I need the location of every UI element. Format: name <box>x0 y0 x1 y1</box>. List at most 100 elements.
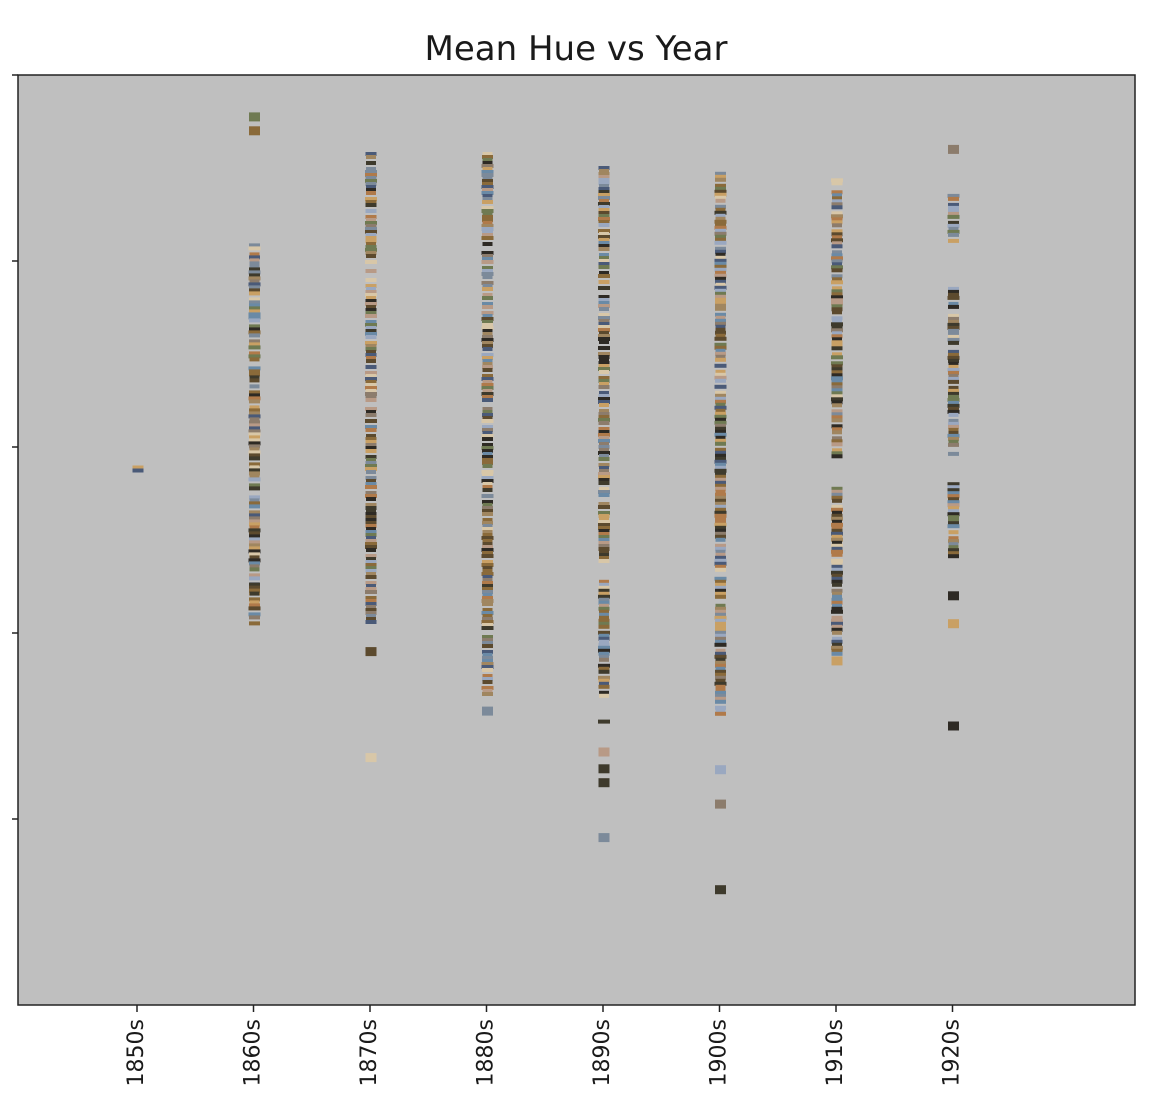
thumbnail-marker <box>599 370 609 374</box>
thumbnail-marker <box>598 175 610 179</box>
thumbnail-marker <box>365 293 377 297</box>
thumbnail-marker <box>947 524 960 529</box>
thumbnail-marker <box>598 439 610 443</box>
thumbnail-marker <box>365 599 377 603</box>
thumbnail-marker <box>599 550 609 554</box>
thumbnail-marker <box>598 244 610 248</box>
thumbnail-marker <box>481 626 494 630</box>
thumbnail-marker <box>714 336 727 341</box>
thumbnail-marker <box>482 587 493 591</box>
thumbnail-marker <box>947 193 960 198</box>
thumbnail-marker <box>598 600 610 605</box>
thumbnail-marker <box>598 433 610 437</box>
thumbnail-marker <box>365 485 377 489</box>
thumbnail-marker <box>598 208 610 212</box>
thumbnail-marker <box>831 579 843 584</box>
thumbnail-marker <box>482 305 493 309</box>
thumbnail-marker <box>831 361 843 366</box>
thumbnail-marker <box>715 799 726 809</box>
thumbnail-marker <box>365 236 377 240</box>
thumbnail-marker <box>715 636 726 641</box>
thumbnail-marker <box>832 582 842 587</box>
thumbnail-marker <box>831 301 843 306</box>
thumbnail-marker <box>599 259 609 263</box>
thumbnail-marker <box>598 502 610 506</box>
thumbnail-marker <box>598 651 610 656</box>
thumbnail-marker <box>482 188 493 192</box>
thumbnail-marker <box>832 262 842 267</box>
thumbnail-marker <box>715 507 726 512</box>
thumbnail-marker <box>831 256 843 261</box>
thumbnail-marker <box>831 534 843 539</box>
thumbnail-marker <box>831 576 843 581</box>
thumbnail-marker <box>715 624 726 629</box>
thumbnail-marker <box>599 556 609 560</box>
thumbnail-marker <box>598 352 610 356</box>
thumbnail-marker <box>365 491 377 495</box>
thumbnail-marker <box>249 435 260 440</box>
thumbnail-marker <box>366 548 376 552</box>
thumbnail-marker <box>365 437 377 441</box>
thumbnail-marker <box>598 229 610 233</box>
thumbnail-marker <box>481 317 494 321</box>
thumbnail-marker <box>715 318 726 323</box>
thumbnail-marker <box>482 233 493 237</box>
thumbnail-marker <box>599 612 609 617</box>
thumbnail-marker <box>714 342 727 347</box>
thumbnail-marker <box>831 280 843 285</box>
thumbnail-marker <box>481 170 494 174</box>
thumbnail-marker <box>482 575 493 579</box>
thumbnail-marker <box>248 354 261 359</box>
thumbnail-marker <box>714 375 727 380</box>
thumbnail-marker <box>249 486 260 491</box>
thumbnail-marker <box>365 545 377 549</box>
thumbnail-marker <box>715 276 726 281</box>
thumbnail-marker <box>831 238 843 243</box>
thumbnail-marker <box>598 478 610 482</box>
thumbnail-marker <box>482 461 493 465</box>
thumbnail-marker <box>831 178 843 183</box>
thumbnail-marker <box>948 373 959 378</box>
thumbnail-marker <box>482 584 493 588</box>
thumbnail-marker <box>599 657 609 662</box>
thumbnail-marker <box>365 152 377 156</box>
thumbnail-marker <box>482 242 493 246</box>
thumbnail-marker <box>365 413 377 417</box>
thumbnail-marker <box>249 516 260 521</box>
thumbnail-marker <box>482 365 493 369</box>
thumbnail-marker <box>365 443 377 447</box>
thumbnail-marker <box>947 403 960 408</box>
thumbnail-marker <box>365 386 377 390</box>
thumbnail-marker <box>366 296 376 300</box>
thumbnail-marker <box>482 706 493 716</box>
thumbnail-marker <box>715 639 726 644</box>
thumbnail-marker <box>365 377 377 381</box>
thumbnail-marker <box>365 515 377 519</box>
thumbnail-marker <box>365 521 377 525</box>
thumbnail-marker <box>482 275 493 279</box>
thumbnail-marker <box>249 474 260 479</box>
thumbnail-marker <box>365 461 377 465</box>
thumbnail-marker <box>948 545 959 550</box>
thumbnail-marker <box>366 410 376 414</box>
thumbnail-marker <box>831 364 843 369</box>
thumbnail-marker <box>365 560 377 564</box>
thumbnail-marker <box>599 582 609 587</box>
thumbnail-marker <box>947 433 960 438</box>
thumbnail-marker <box>832 519 842 524</box>
thumbnail-marker <box>948 539 959 544</box>
thumbnail-marker <box>249 288 260 293</box>
thumbnail-marker <box>715 603 726 608</box>
thumbnail-marker <box>365 533 377 537</box>
thumbnail-marker <box>714 654 727 659</box>
thumbnail-marker <box>598 436 610 440</box>
thumbnail-marker <box>598 544 610 548</box>
thumbnail-marker <box>598 523 610 527</box>
thumbnail-marker <box>248 477 261 482</box>
thumbnail-marker <box>366 287 376 291</box>
thumbnail-marker <box>948 316 959 321</box>
thumbnail-marker <box>482 524 493 528</box>
thumbnail-marker <box>598 511 610 515</box>
thumbnail-marker <box>831 211 843 216</box>
thumbnail-marker <box>948 364 959 369</box>
